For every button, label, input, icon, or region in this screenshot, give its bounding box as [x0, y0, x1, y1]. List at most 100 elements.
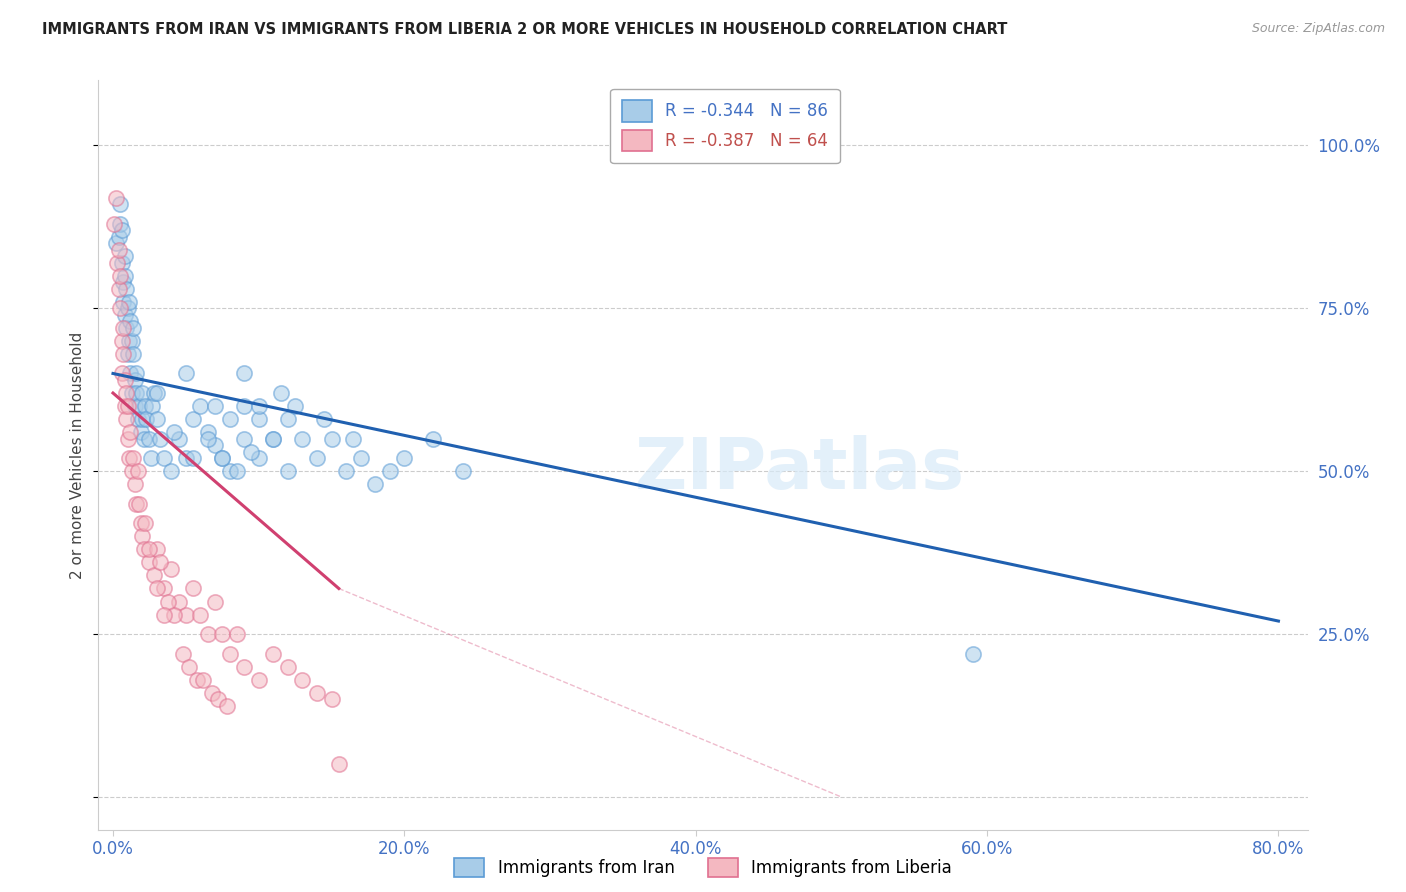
Point [321, 432, 343, 446]
Point [112, 275, 135, 289]
Point [127, 412, 149, 426]
Point [108, 243, 131, 257]
Point [262, 647, 284, 661]
Point [125, 497, 148, 511]
Y-axis label: 2 or more Vehicles in Household: 2 or more Vehicles in Household [70, 331, 86, 579]
Point [110, 197, 132, 211]
Point [153, 607, 176, 622]
Point [139, 451, 162, 466]
Point [174, 451, 197, 466]
Point [122, 451, 145, 466]
Text: Source: ZipAtlas.com: Source: ZipAtlas.com [1251, 22, 1385, 36]
Point [120, 367, 142, 381]
Point [160, 562, 183, 576]
Point [110, 301, 132, 316]
Point [197, 627, 219, 641]
Point [121, 334, 143, 348]
Point [247, 412, 270, 426]
Point [378, 464, 401, 478]
Point [111, 334, 134, 348]
Point [129, 516, 152, 531]
Point [124, 373, 146, 387]
Point [153, 451, 176, 466]
Point [117, 347, 139, 361]
Point [122, 347, 145, 361]
Point [153, 582, 176, 596]
Point [142, 568, 165, 582]
Point [218, 464, 240, 478]
Point [305, 451, 328, 466]
Point [163, 425, 186, 439]
Point [962, 647, 984, 661]
Point [121, 386, 143, 401]
Point [115, 386, 138, 401]
Point [186, 673, 208, 687]
Point [141, 399, 163, 413]
Point [104, 236, 127, 251]
Point [204, 399, 226, 413]
Point [262, 432, 284, 446]
Point [211, 451, 233, 466]
Point [174, 607, 197, 622]
Point [335, 464, 357, 478]
Point [117, 432, 139, 446]
Point [321, 692, 343, 706]
Point [118, 334, 141, 348]
Point [127, 464, 149, 478]
Point [364, 477, 387, 491]
Text: ZIPatlas: ZIPatlas [634, 435, 965, 504]
Point [190, 607, 212, 622]
Point [233, 367, 256, 381]
Point [157, 594, 180, 608]
Point [247, 451, 270, 466]
Point [118, 294, 141, 309]
Point [350, 451, 373, 466]
Point [112, 321, 135, 335]
Point [115, 412, 138, 426]
Point [115, 321, 138, 335]
Point [110, 268, 132, 283]
Point [342, 432, 364, 446]
Point [124, 477, 146, 491]
Point [207, 692, 229, 706]
Point [131, 412, 153, 426]
Point [190, 399, 212, 413]
Point [110, 217, 132, 231]
Point [181, 582, 204, 596]
Point [104, 190, 127, 204]
Point [105, 256, 128, 270]
Point [149, 432, 172, 446]
Point [117, 301, 139, 316]
Point [218, 647, 240, 661]
Point [132, 542, 155, 557]
Point [233, 432, 256, 446]
Point [145, 582, 167, 596]
Point [181, 451, 204, 466]
Point [262, 432, 284, 446]
Point [193, 673, 215, 687]
Point [291, 432, 314, 446]
Point [112, 294, 135, 309]
Point [177, 659, 200, 673]
Point [233, 399, 256, 413]
Point [125, 386, 148, 401]
Point [270, 386, 292, 401]
Point [277, 659, 299, 673]
Point [451, 464, 474, 478]
Point [422, 432, 444, 446]
Point [394, 451, 416, 466]
Point [174, 367, 197, 381]
Point [131, 529, 153, 543]
Point [145, 412, 167, 426]
Point [138, 556, 160, 570]
Point [240, 444, 263, 458]
Point [163, 607, 186, 622]
Point [204, 594, 226, 608]
Point [128, 399, 150, 413]
Point [145, 386, 167, 401]
Point [103, 217, 125, 231]
Point [160, 464, 183, 478]
Point [138, 432, 160, 446]
Point [225, 627, 247, 641]
Point [211, 451, 233, 466]
